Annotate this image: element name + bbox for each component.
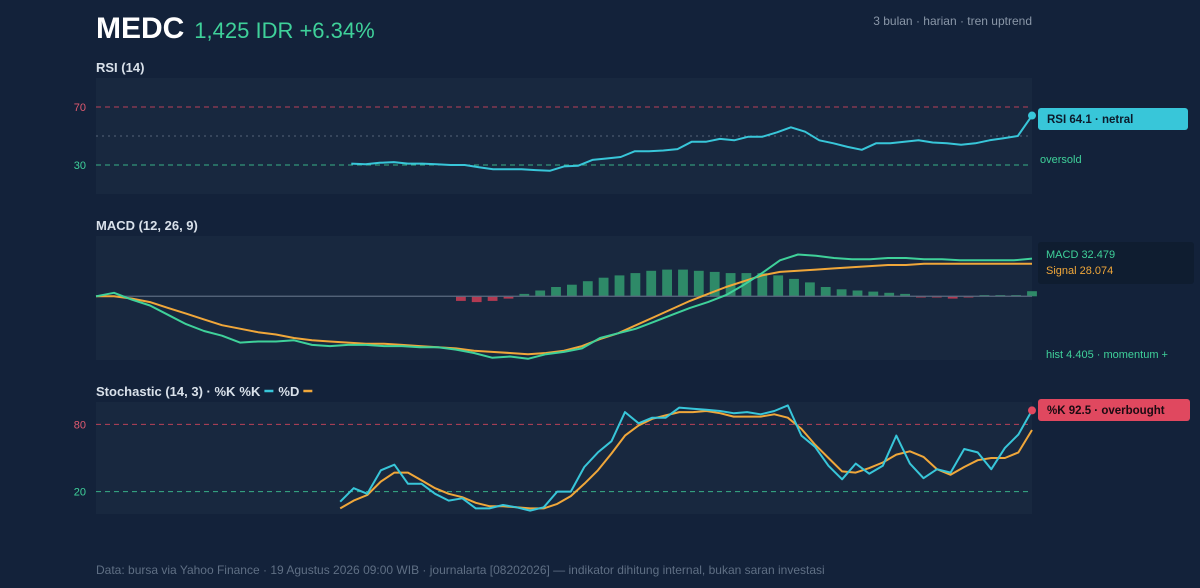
- rsi-value-badge: [1038, 108, 1188, 130]
- macd-histogram-bar: [884, 292, 895, 297]
- macd-histogram-bar: [741, 273, 752, 297]
- macd-histogram-bar: [773, 275, 784, 297]
- rsi-last-point: [1028, 111, 1036, 120]
- macd-histogram-bar: [662, 269, 672, 297]
- macd-signal-line: [96, 262, 1033, 356]
- macd-histogram-bar: [805, 282, 815, 297]
- macd-histogram-bar: [931, 296, 942, 298]
- stoch-legend-d: %D: [278, 384, 299, 399]
- stoch-legend-k: %K: [239, 384, 261, 399]
- macd-histogram-bar: [471, 296, 482, 303]
- rsi-tick-label: 70: [74, 102, 86, 114]
- macd-histogram-bar: [1027, 291, 1037, 297]
- chart-meta: 3 bulan · harian · tren uptrend: [873, 14, 1032, 28]
- macd-histogram-bar: [852, 290, 863, 297]
- stoch-panel-bg: [96, 402, 1032, 514]
- macd-histogram-bar: [487, 296, 498, 301]
- macd-histogram-bar: [551, 287, 561, 297]
- stoch-value-badge-text: %K 92.5 · overbought: [1047, 405, 1165, 417]
- macd-histogram-bar: [900, 293, 910, 297]
- rsi-tick-label: 30: [74, 160, 86, 172]
- stoch-value-badge: [1038, 399, 1190, 421]
- macd-histogram-bar: [693, 270, 704, 297]
- macd-histogram-bar: [820, 287, 831, 297]
- stoch-tick-label: 20: [74, 487, 86, 499]
- macd-histogram-bar: [646, 270, 657, 297]
- macd-histogram-bar: [630, 273, 641, 297]
- plot-layer: 70 30 80 20: [74, 102, 1037, 512]
- rsi-value-badge-text: RSI 64.1 · netral: [1047, 114, 1133, 126]
- macd-histogram-bar: [836, 289, 847, 297]
- macd-histogram-bar: [456, 296, 466, 301]
- macd-histogram-bar: [916, 296, 926, 298]
- ticker-symbol: MEDC: [96, 12, 184, 45]
- macd-panel-bg: [96, 236, 1032, 360]
- macd-histogram-bar: [709, 271, 720, 297]
- rsi-panel-title: RSI (14): [96, 60, 144, 75]
- macd-legend-signal: Signal 28.074: [1046, 265, 1113, 277]
- macd-histogram-bar: [789, 278, 799, 297]
- stoch-last-point: [1028, 406, 1036, 415]
- macd-histogram-bar: [678, 269, 688, 297]
- macd-histogram-bar: [519, 293, 530, 297]
- macd-legend-box: [1038, 242, 1194, 284]
- stoch-k-line: [339, 404, 1033, 512]
- macd-histogram-bar: [598, 277, 609, 297]
- stoch-tick-label: 80: [74, 419, 86, 431]
- macd-histogram-label: hist 4.405 · momentum +: [1046, 349, 1168, 361]
- macd-histogram-bar: [963, 296, 974, 298]
- macd-histogram-bar: [535, 290, 546, 297]
- macd-histogram-bar: [868, 291, 879, 297]
- stoch-d-line: [339, 410, 1033, 510]
- price-change: 1,425 IDR +6.34%: [194, 18, 374, 43]
- footer-note: Data: bursa via Yahoo Finance · 19 Agust…: [96, 563, 825, 577]
- macd-line: [95, 253, 1033, 360]
- rsi-oversold-label: oversold: [1040, 154, 1082, 166]
- macd-histogram-bar: [582, 281, 593, 297]
- rsi-line: [351, 115, 1033, 172]
- macd-histogram-bar: [757, 273, 768, 297]
- macd-histogram-bar: [567, 284, 577, 297]
- macd-histogram-bar: [503, 296, 514, 299]
- macd-legend-macd: MACD 32.479: [1046, 249, 1115, 261]
- stoch-panel-title: Stochastic (14, 3) · %K: [96, 384, 236, 399]
- macd-histogram-bar: [947, 296, 958, 299]
- macd-panel-title: MACD (12, 26, 9): [96, 218, 198, 233]
- macd-histogram-bar: [614, 275, 625, 297]
